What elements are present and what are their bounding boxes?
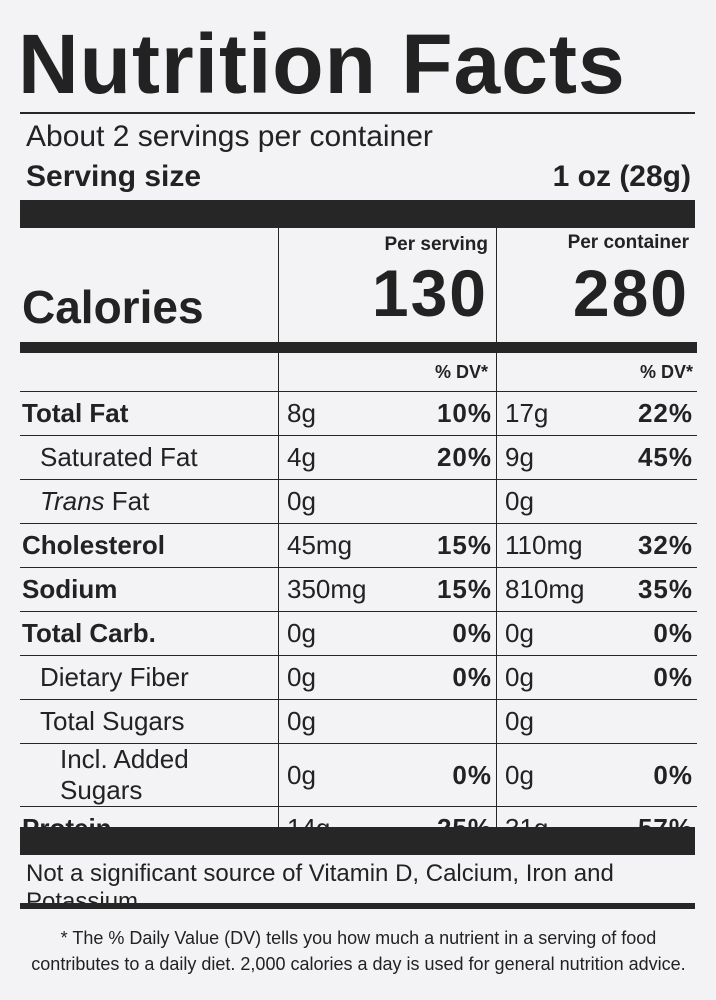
daily-value: 0% [653,618,693,648]
nutrient-cell: 0g 0% [279,760,496,791]
amount: 0g [287,759,316,790]
dv-header: % DV* [639,361,693,382]
nutrient-cell: 110mg 32% [497,530,697,561]
nutrient-cell: 8g 10% [279,398,496,429]
column-header: Per container [567,232,689,253]
serving-size-value: 1 oz (28g) [552,160,691,193]
daily-value: 10% [436,398,492,428]
daily-value: 0% [452,662,492,692]
daily-value: 45% [637,442,693,472]
daily-value: 0% [653,662,693,692]
daily-value: 0% [452,618,492,648]
nutrient-name-text: Dietary Fiber [40,662,189,692]
calories-label: Calories [22,281,204,333]
amount: 8g [287,398,316,428]
dv-header: % DV* [434,361,488,382]
amount: 0g [505,706,534,736]
amount: 17g [505,398,549,428]
nutrient-cell: 0g 0% [497,662,697,693]
nutrient-name: Total Sugars [20,706,278,737]
amount: 110mg [505,530,583,560]
serving-size-label: Serving size [26,160,202,193]
calories-per-serving: 130 [371,256,488,330]
nutrient-row: Incl. Added Sugars 0g 0% 0g 0% [20,743,697,807]
nutrient-name-text: Total Fat [22,398,129,428]
rule [20,112,695,114]
nutrient-row: Sodium 350mg 15% 810mg 35% [20,567,697,612]
nutrient-row: Cholesterol 45mg 15% 110mg 32% [20,523,697,568]
nutrient-cell: 0g 0% [279,662,496,693]
amount: 0g [505,486,534,516]
amount: 45mg [287,530,353,560]
calories-per-container: 280 [572,256,689,330]
nutrient-cell: 45mg 15% [279,530,496,561]
amount: 0g [287,486,316,516]
servings: About 2 servings per container [26,120,433,153]
nutrient-name: Sodium [20,574,278,605]
nutrient-name: Incl. Added Sugars [20,744,278,806]
nutrient-cell: 0g [497,486,697,517]
nutrient-name-text: Cholesterol [22,530,166,560]
daily-value: 15% [436,530,492,560]
nutrient-name: Saturated Fat [20,442,278,473]
amount: 0g [505,759,534,790]
nutrient-name-text: Total Sugars [40,706,185,736]
nutrient-name-italic: Trans [40,486,105,516]
nutrient-row: Total Sugars 0g 0g [20,699,697,744]
daily-value: 0% [653,759,693,790]
nutrient-cell: 17g 22% [497,398,697,429]
title: Nutrition Facts [18,17,626,111]
nutrient-cell: 350mg 15% [279,574,496,605]
nutrient-table: Calories Per serving 130 Per container 2… [20,228,697,850]
daily-value: 35% [637,574,693,604]
nutrient-name: Trans Fat [20,486,278,517]
nutrient-name-text: Sodium [22,574,118,604]
amount: 350mg [287,574,367,604]
nutrient-name: Dietary Fiber [20,662,278,693]
nutrient-row: Total Fat 8g 10% 17g 22% [20,391,697,436]
vitamins-note: Not a significant source of Vitamin D, C… [26,860,614,915]
rule [20,903,695,909]
daily-value: 15% [436,574,492,604]
nutrient-name: Total Fat [20,398,278,429]
nutrient-row: Dietary Fiber 0g 0% 0g 0% [20,655,697,700]
daily-value: 32% [637,530,693,560]
daily-value: 22% [637,398,693,428]
nutrient-cell: 0g 0% [497,618,697,649]
amount: 0g [287,618,316,648]
thick-bar [20,200,695,228]
amount: 0g [287,662,316,692]
nutrient-name-text: Fat [111,486,150,516]
amount: 0g [505,662,534,692]
nutrient-row: Saturated Fat 4g 20% 9g 45% [20,435,697,480]
amount: 9g [505,442,534,472]
amount: 810mg [505,574,585,604]
amount: 4g [287,442,316,472]
amount: 0g [505,618,534,648]
nutrient-name-text: Total Carb. [22,618,156,648]
nutrient-name-text: Saturated Fat [40,442,198,472]
nutrient-name-text: Incl. Added Sugars [60,744,189,805]
nutrient-cell: 4g 20% [279,442,496,473]
amount: 0g [287,706,316,736]
nutrient-row: Trans Fat 0g 0g [20,479,697,524]
nutrient-cell: 0g [279,706,496,737]
serving-size: Serving size 1 oz (28g) [26,160,691,194]
nutrient-cell: 810mg 35% [497,574,697,605]
daily-value: 20% [436,442,492,472]
nutrient-cell: 0g [279,486,496,517]
nutrient-name: Total Carb. [20,618,278,649]
nutrient-row: Total Carb. 0g 0% 0g 0% [20,611,697,656]
nutrient-name: Cholesterol [20,530,278,561]
column-header: Per serving [384,234,489,255]
daily-value: 0% [452,759,492,790]
nutrient-cell: 9g 45% [497,442,697,473]
nutrient-cell: 0g 0% [497,760,697,791]
footnote: * The % Daily Value (DV) tells you how m… [31,928,686,974]
nutrient-cell: 0g [497,706,697,737]
nutrient-cell: 0g 0% [279,618,496,649]
thick-bar [20,827,695,855]
